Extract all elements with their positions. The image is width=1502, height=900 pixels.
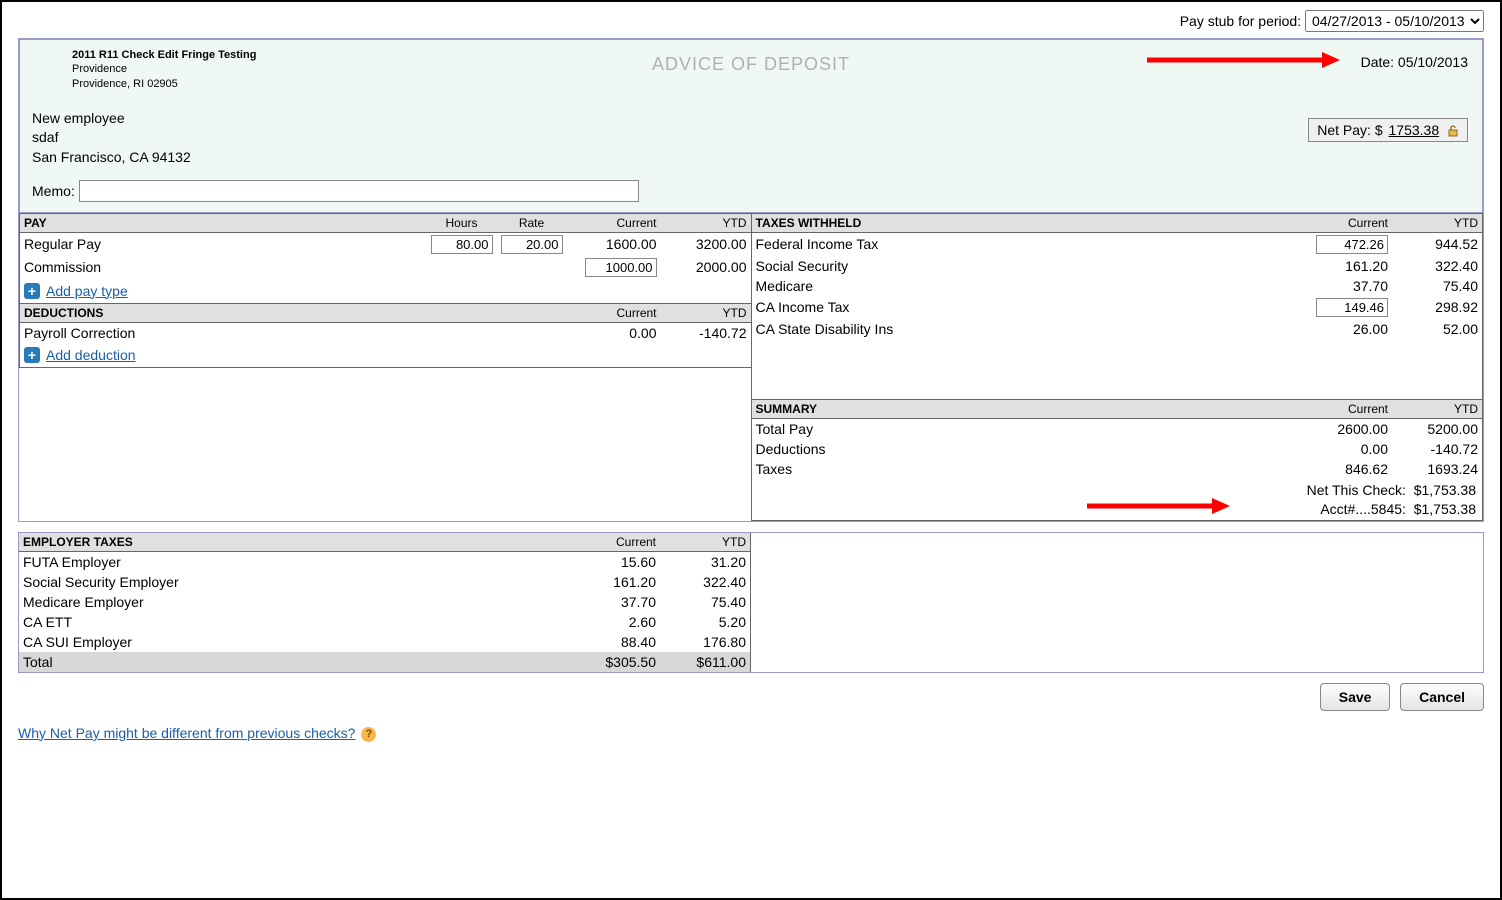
advice-title: ADVICE OF DEPOSIT bbox=[20, 54, 1482, 75]
help-icon[interactable]: ? bbox=[361, 727, 376, 742]
summary-row: Total Pay 2600.00 5200.00 bbox=[752, 419, 1483, 439]
tax-row: Federal Income Tax 944.52 bbox=[752, 233, 1483, 256]
hours-input[interactable] bbox=[431, 235, 493, 254]
help-link-row: Why Net Pay might be different from prev… bbox=[18, 725, 1484, 742]
tax-row: CA State Disability Ins 26.00 52.00 bbox=[752, 319, 1483, 339]
button-row: Save Cancel bbox=[18, 683, 1484, 711]
left-column: PAY Hours Rate Current YTD Regular Pay 1… bbox=[19, 213, 751, 368]
employer-tax-row: CA ETT 2.60 5.20 bbox=[19, 612, 750, 632]
employer-taxes-table: EMPLOYER TAXES Current YTD FUTA Employer… bbox=[19, 533, 751, 672]
check-date: Date: 05/10/2013 bbox=[1361, 54, 1468, 70]
summary-footer: Net This Check: $1,753.38 Acct#....5845:… bbox=[752, 479, 1483, 520]
memo-label: Memo: bbox=[32, 183, 75, 199]
employer-tax-total: Total $305.50 $611.00 bbox=[19, 652, 750, 672]
tax-row: Medicare 37.70 75.40 bbox=[752, 276, 1483, 296]
check-header: 2011 R11 Check Edit Fringe Testing Provi… bbox=[19, 39, 1483, 213]
summary-row: Taxes 846.62 1693.24 bbox=[752, 459, 1483, 479]
detail-columns: PAY Hours Rate Current YTD Regular Pay 1… bbox=[19, 213, 1483, 521]
rate-input[interactable] bbox=[501, 235, 563, 254]
memo-input[interactable] bbox=[79, 180, 639, 202]
tax-row: Social Security 161.20 322.40 bbox=[752, 256, 1483, 276]
deductions-heading: DEDUCTIONS Current YTD bbox=[20, 303, 751, 323]
employer-tax-row: CA SUI Employer 88.40 176.80 bbox=[19, 632, 750, 652]
company-address: Providence, RI 02905 bbox=[72, 77, 1470, 91]
employer-tax-row: Medicare Employer 37.70 75.40 bbox=[19, 592, 750, 612]
period-select[interactable]: 04/27/2013 - 05/10/2013 bbox=[1305, 10, 1484, 32]
pay-heading: PAY Hours Rate Current YTD bbox=[20, 213, 751, 233]
deduction-row: Payroll Correction 0.00 -140.72 bbox=[20, 323, 751, 343]
employer-tax-row: FUTA Employer 15.60 31.20 bbox=[19, 552, 750, 572]
right-column: TAXES WITHHELD Current YTD Federal Incom… bbox=[751, 213, 1484, 521]
employer-taxes-panel: EMPLOYER TAXES Current YTD FUTA Employer… bbox=[18, 532, 1484, 673]
taxes-heading: TAXES WITHHELD Current YTD bbox=[752, 213, 1483, 233]
netpay-box: Net Pay: $ 1753.38 bbox=[1308, 118, 1468, 142]
summary-heading: SUMMARY Current YTD bbox=[752, 399, 1483, 419]
employer-panel-spacer bbox=[751, 533, 1483, 672]
save-button[interactable]: Save bbox=[1320, 683, 1391, 711]
employee-line2: sdaf bbox=[32, 128, 1470, 148]
plus-icon: + bbox=[24, 347, 40, 363]
ca-tax-input[interactable] bbox=[1316, 298, 1388, 317]
tax-row: CA Income Tax 298.92 bbox=[752, 296, 1483, 319]
employee-address: San Francisco, CA 94132 bbox=[32, 148, 1470, 168]
netpay-label: Net Pay: $ bbox=[1317, 122, 1382, 138]
paystub-panel: 2011 R11 Check Edit Fringe Testing Provi… bbox=[18, 38, 1484, 522]
unlock-icon[interactable] bbox=[1447, 125, 1459, 137]
summary-row: Deductions 0.00 -140.72 bbox=[752, 439, 1483, 459]
period-label: Pay stub for period: bbox=[1180, 13, 1301, 29]
plus-icon: + bbox=[24, 283, 40, 299]
add-deduction-link[interactable]: Add deduction bbox=[46, 347, 136, 363]
commission-input[interactable] bbox=[585, 258, 657, 277]
period-selector-row: Pay stub for period: 04/27/2013 - 05/10/… bbox=[18, 10, 1484, 32]
netpay-help-link[interactable]: Why Net Pay might be different from prev… bbox=[18, 725, 355, 741]
memo-row: Memo: bbox=[32, 180, 1470, 202]
employer-taxes-heading: EMPLOYER TAXES Current YTD bbox=[19, 533, 750, 552]
pay-row: Regular Pay 1600.00 3200.00 bbox=[20, 233, 751, 256]
employer-tax-row: Social Security Employer 161.20 322.40 bbox=[19, 572, 750, 592]
fed-tax-input[interactable] bbox=[1316, 235, 1388, 254]
add-deduction[interactable]: + Add deduction bbox=[20, 343, 751, 367]
add-pay-link[interactable]: Add pay type bbox=[46, 283, 128, 299]
netpay-amount: 1753.38 bbox=[1389, 122, 1440, 138]
employee-block: New employee sdaf San Francisco, CA 9413… bbox=[32, 109, 1470, 168]
employee-name: New employee bbox=[32, 109, 1470, 129]
cancel-button[interactable]: Cancel bbox=[1400, 683, 1484, 711]
add-pay-type[interactable]: + Add pay type bbox=[20, 279, 751, 303]
pay-row: Commission 2000.00 bbox=[20, 256, 751, 279]
